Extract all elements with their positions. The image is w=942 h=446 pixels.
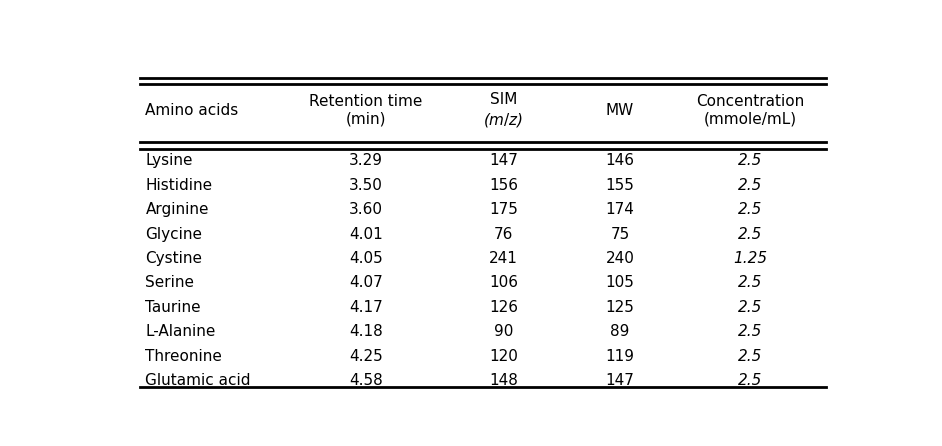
Text: 2.5: 2.5 <box>739 373 763 388</box>
Text: 1.25: 1.25 <box>734 251 768 266</box>
Text: Histidine: Histidine <box>145 178 213 193</box>
Text: 75: 75 <box>610 227 629 242</box>
Text: Threonine: Threonine <box>145 349 222 363</box>
Text: Glycine: Glycine <box>145 227 203 242</box>
Text: 2.5: 2.5 <box>739 324 763 339</box>
Text: 3.29: 3.29 <box>349 153 383 168</box>
Text: Glutamic acid: Glutamic acid <box>145 373 251 388</box>
Text: 4.17: 4.17 <box>349 300 383 315</box>
Text: 4.25: 4.25 <box>349 349 383 363</box>
Text: 76: 76 <box>494 227 513 242</box>
Text: 119: 119 <box>606 349 635 363</box>
Text: 241: 241 <box>489 251 518 266</box>
Text: 4.01: 4.01 <box>349 227 383 242</box>
Text: 106: 106 <box>489 276 518 290</box>
Text: 156: 156 <box>489 178 518 193</box>
Text: 120: 120 <box>489 349 518 363</box>
Text: MW: MW <box>606 103 634 117</box>
Text: 4.05: 4.05 <box>349 251 383 266</box>
Text: Retention time
(min): Retention time (min) <box>309 94 423 126</box>
Text: 2.5: 2.5 <box>739 153 763 168</box>
Text: 4.18: 4.18 <box>349 324 383 339</box>
Text: 2.5: 2.5 <box>739 227 763 242</box>
Text: 146: 146 <box>606 153 635 168</box>
Text: 175: 175 <box>489 202 518 217</box>
Text: Serine: Serine <box>145 276 194 290</box>
Text: Taurine: Taurine <box>145 300 201 315</box>
Text: 2.5: 2.5 <box>739 202 763 217</box>
Text: 105: 105 <box>606 276 635 290</box>
Text: 3.50: 3.50 <box>349 178 383 193</box>
Text: 2.5: 2.5 <box>739 178 763 193</box>
Text: 155: 155 <box>606 178 635 193</box>
Text: 174: 174 <box>606 202 635 217</box>
Text: 4.07: 4.07 <box>349 276 383 290</box>
Text: 240: 240 <box>606 251 635 266</box>
Text: Arginine: Arginine <box>145 202 209 217</box>
Text: 2.5: 2.5 <box>739 300 763 315</box>
Text: Amino acids: Amino acids <box>145 103 238 117</box>
Text: Lysine: Lysine <box>145 153 193 168</box>
Text: 2.5: 2.5 <box>739 349 763 363</box>
Text: 4.58: 4.58 <box>349 373 383 388</box>
Text: L-Alanine: L-Alanine <box>145 324 216 339</box>
Text: 147: 147 <box>606 373 635 388</box>
Text: 125: 125 <box>606 300 635 315</box>
Text: 90: 90 <box>494 324 513 339</box>
Text: Cystine: Cystine <box>145 251 203 266</box>
Text: 3.60: 3.60 <box>349 202 383 217</box>
Text: ($m/z$): ($m/z$) <box>483 112 524 129</box>
Text: 147: 147 <box>489 153 518 168</box>
Text: SIM: SIM <box>490 92 517 107</box>
Text: Concentration
(mmole/mL): Concentration (mmole/mL) <box>696 94 804 126</box>
Text: 89: 89 <box>610 324 629 339</box>
Text: 2.5: 2.5 <box>739 276 763 290</box>
Text: 148: 148 <box>489 373 518 388</box>
Text: 126: 126 <box>489 300 518 315</box>
